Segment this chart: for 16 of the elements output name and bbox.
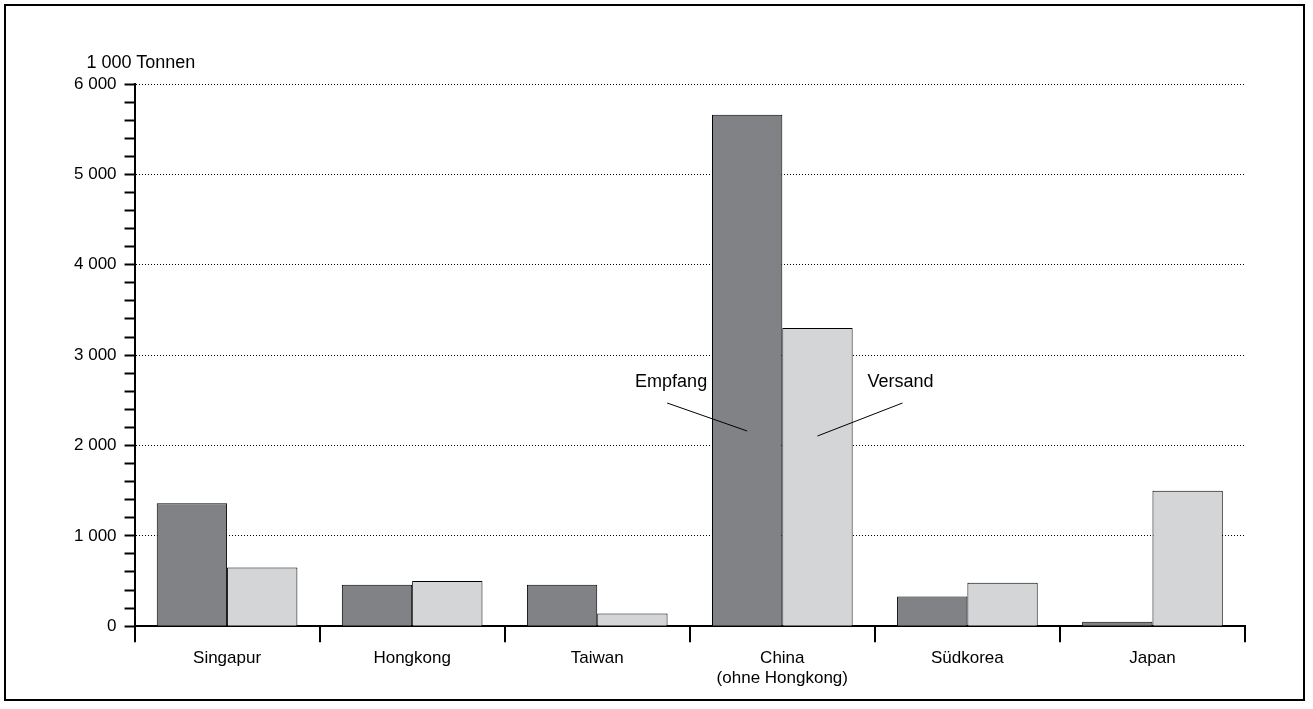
y-tick-label: 5 000 [73, 164, 117, 184]
y-tick-label: 2 000 [73, 435, 117, 455]
y-tick-label: 3 000 [73, 344, 117, 364]
x-tick-label: China (ohne Hongkong) [716, 648, 848, 688]
x-tick-label: Taiwan [570, 648, 624, 668]
x-tick-label: Japan [1129, 648, 1176, 668]
y-tick-label: 4 000 [73, 254, 117, 274]
y-tick-label: 1 000 [73, 525, 117, 545]
y-tick-label: 0 [107, 615, 117, 635]
x-tick-label: Südkorea [930, 648, 1005, 668]
x-tick-label: Singapur [193, 648, 262, 668]
y-tick-label: 6 000 [73, 73, 117, 93]
series-label: Empfang [635, 370, 708, 391]
y-axis-title: 1 000 Tonnen [86, 51, 196, 72]
series-label: Versand [867, 370, 934, 391]
x-tick-label: Hongkong [373, 648, 451, 668]
